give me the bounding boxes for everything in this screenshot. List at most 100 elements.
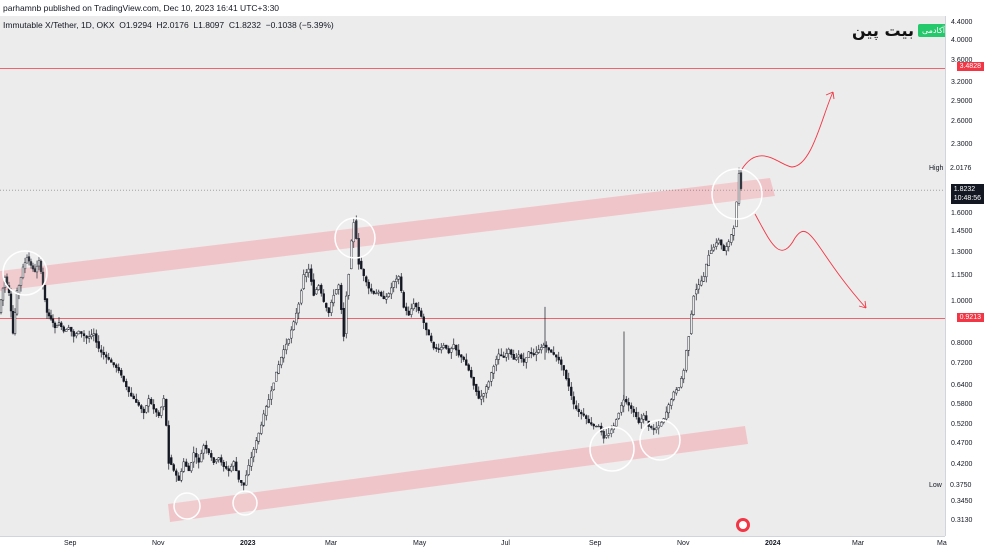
candle <box>542 342 545 348</box>
price-tick-label: 4.4000 <box>951 19 973 27</box>
candle <box>660 420 663 427</box>
price-tick-label: 0.5200 <box>951 421 973 429</box>
candle <box>282 345 285 363</box>
candle <box>265 404 268 421</box>
highlight-circle-3 <box>232 490 258 516</box>
candle <box>422 313 425 330</box>
candle <box>255 436 258 454</box>
candle <box>120 367 123 379</box>
candle <box>700 275 703 287</box>
candle <box>135 393 138 403</box>
candle <box>502 351 505 358</box>
candle <box>320 283 323 297</box>
candle <box>442 342 445 350</box>
candle <box>212 457 215 466</box>
candle <box>552 346 555 356</box>
candle <box>382 290 385 300</box>
candle <box>225 461 228 471</box>
candle <box>325 302 328 312</box>
candle <box>227 465 230 477</box>
candle <box>362 268 365 282</box>
candle <box>457 344 460 358</box>
candle <box>487 380 490 390</box>
candle <box>492 364 495 379</box>
bearish-arrowhead <box>858 300 867 309</box>
candle <box>692 295 695 316</box>
candle <box>157 410 160 418</box>
candle <box>500 348 503 357</box>
candle <box>75 331 78 339</box>
candle <box>107 352 110 361</box>
candle <box>680 376 683 389</box>
candle <box>632 406 635 418</box>
candle <box>190 462 193 473</box>
candle <box>65 328 68 332</box>
candle <box>45 298 49 320</box>
candle <box>630 402 633 414</box>
candle <box>1 287 5 307</box>
candle <box>390 282 393 300</box>
candle <box>657 421 660 435</box>
price-tick-label: 1.1500 <box>951 271 973 279</box>
candle <box>620 402 623 416</box>
plot-area[interactable] <box>0 16 945 536</box>
time-axis[interactable]: Sep Nov 2023 Mar May Jul Sep Nov 2024 Mar Ma <box>0 536 947 555</box>
time-tick-label: Mar <box>852 540 865 547</box>
candle <box>665 406 668 422</box>
candle <box>122 375 125 383</box>
candle <box>462 355 465 362</box>
candle <box>607 427 610 439</box>
candle <box>617 412 620 420</box>
candle <box>352 218 355 248</box>
candle <box>88 330 91 343</box>
candle <box>367 279 370 295</box>
candle <box>152 399 155 414</box>
candle <box>377 289 380 296</box>
candle <box>355 215 358 240</box>
candle <box>307 263 310 278</box>
candle <box>415 302 418 313</box>
time-tick-label: 2024 <box>765 540 781 547</box>
candle <box>715 238 718 250</box>
time-tick-label: Sep <box>589 540 602 547</box>
candle <box>285 338 288 355</box>
candle <box>480 389 483 406</box>
candle <box>77 330 80 335</box>
candle <box>127 386 130 397</box>
candle <box>90 329 93 340</box>
brand-name: بیت پین <box>852 20 914 40</box>
candle <box>735 201 738 228</box>
candle <box>672 390 675 402</box>
price-tick-label: 0.3450 <box>951 498 973 506</box>
candle <box>597 424 600 428</box>
candle <box>19 276 23 292</box>
candle <box>140 404 143 414</box>
candle <box>262 409 265 427</box>
candle <box>550 349 553 353</box>
candle <box>232 460 235 471</box>
candle <box>585 414 588 425</box>
candle <box>230 463 233 473</box>
candle <box>335 289 338 295</box>
candle <box>605 429 608 439</box>
candle <box>710 244 713 254</box>
candle <box>330 299 333 317</box>
candle <box>642 412 645 424</box>
price-tick-label: 4.0000 <box>951 37 973 45</box>
candle <box>532 348 535 357</box>
candle <box>290 326 293 344</box>
candle <box>132 393 135 400</box>
candle <box>557 351 560 364</box>
candle <box>592 423 595 430</box>
candle <box>202 443 205 460</box>
candle <box>515 353 518 362</box>
candle <box>47 308 51 320</box>
price-axis[interactable]: 4.4000 4.0000 3.6000 3.2000 2.9000 2.6000 2.30… <box>945 16 984 536</box>
price-tick-label: 1.4500 <box>951 228 973 236</box>
candle <box>175 468 178 482</box>
candle <box>172 462 175 473</box>
candle <box>322 289 325 303</box>
last-price-tag: 1.8232 10:48:56 <box>950 184 984 205</box>
price-tick-label: 1.3000 <box>951 248 973 256</box>
candle <box>525 357 528 369</box>
